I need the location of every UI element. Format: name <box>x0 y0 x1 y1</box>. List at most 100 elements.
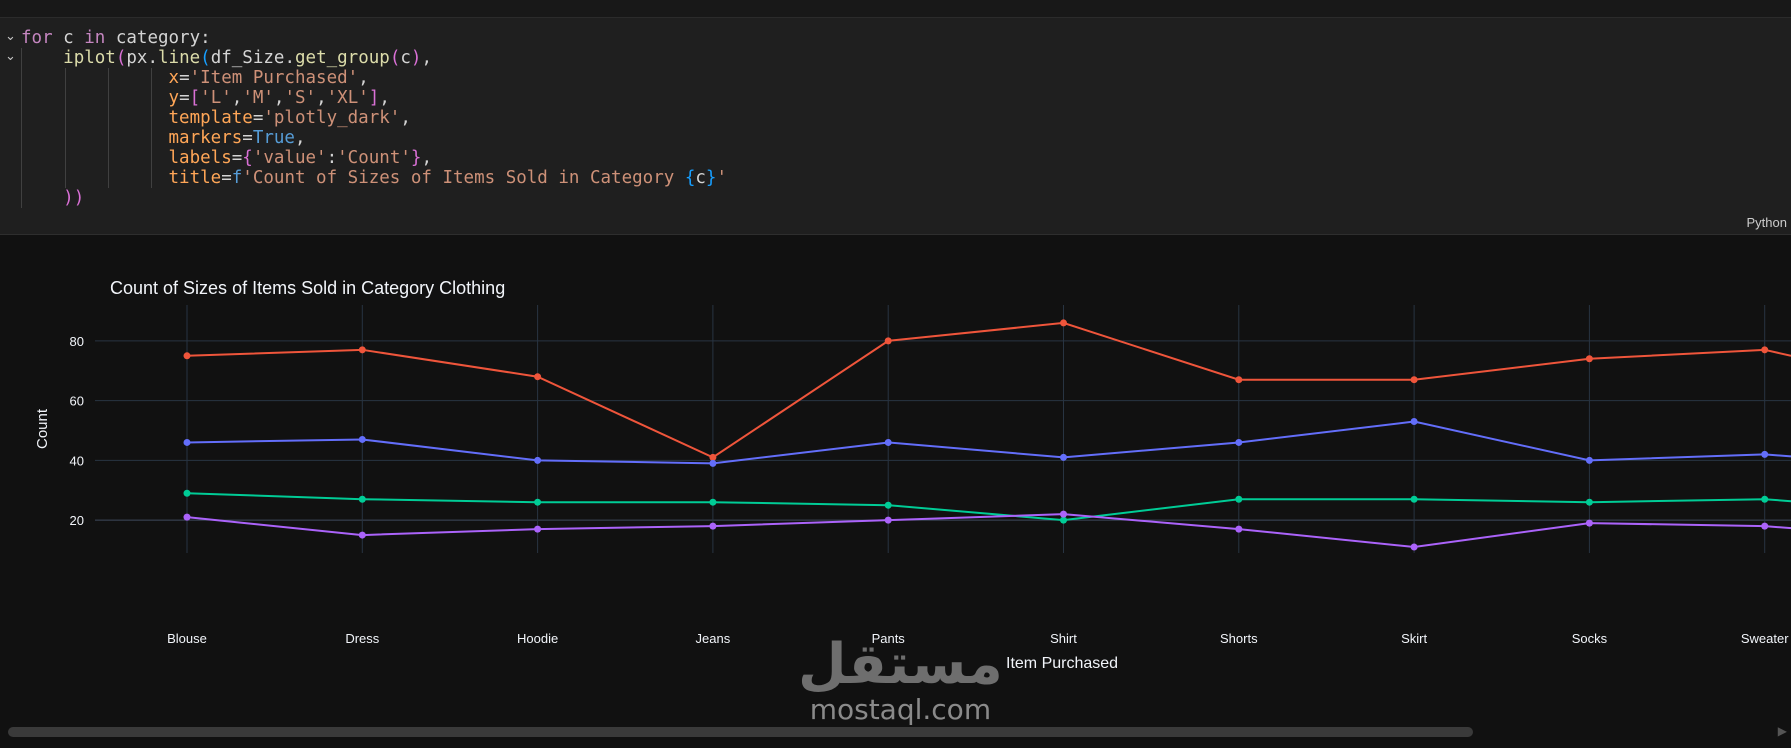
data-point <box>709 453 717 461</box>
chart-series <box>183 319 1791 551</box>
code-token: , <box>273 88 285 108</box>
code-token <box>21 168 169 188</box>
data-point <box>534 373 542 381</box>
series-3 <box>183 510 1791 551</box>
code-token: , <box>421 148 432 168</box>
y-axis-ticks: 20 40 60 80 <box>70 334 84 528</box>
code-line[interactable]: labels={'value':'Count'}, <box>21 148 727 168</box>
code-line[interactable]: iplot(px.line(df_Size.get_group(c), <box>21 48 727 68</box>
x-tick-label: Hoodie <box>517 631 558 646</box>
data-point <box>1410 418 1418 426</box>
y-tick-label: 20 <box>70 513 84 528</box>
code-token: in <box>84 28 106 48</box>
code-line[interactable]: markers=True, <box>21 128 727 148</box>
x-axis-title: Item Purchased <box>1006 655 1119 672</box>
code-line[interactable]: x='Item Purchased', <box>21 68 727 88</box>
code-token: = <box>231 148 243 168</box>
data-point <box>358 346 366 354</box>
data-point <box>884 516 892 524</box>
code-token: 'XL' <box>326 88 369 108</box>
code-token: )) <box>63 188 85 208</box>
code-token: ( <box>389 48 401 68</box>
data-point <box>183 438 191 446</box>
code-token: for <box>21 28 53 48</box>
code-token: , <box>379 88 390 108</box>
code-token: title <box>168 168 222 188</box>
code-line[interactable]: )) <box>21 188 727 208</box>
scroll-right-arrow-icon[interactable]: ▶ <box>1777 724 1787 738</box>
code-token: y <box>168 88 180 108</box>
indent-guide <box>108 68 109 188</box>
series-line <box>186 321 1791 459</box>
data-point <box>884 501 892 509</box>
code-token: , <box>358 68 369 88</box>
data-point <box>1060 319 1067 327</box>
series-line <box>186 513 1791 549</box>
line-chart: 20 40 60 80 Blouse Dress Hoodie Jeans Pants Shir… <box>34 305 1791 646</box>
code-token: : <box>326 148 338 168</box>
code-token <box>21 108 169 128</box>
x-tick-label: Dress <box>345 631 379 646</box>
fold-chevron-icon[interactable]: ⌄ <box>5 29 16 44</box>
series-line <box>186 420 1791 465</box>
data-point <box>183 489 191 497</box>
code-token: , <box>294 128 306 148</box>
code-token: ] <box>368 88 380 108</box>
code-line[interactable]: for c in category: <box>21 28 727 48</box>
data-point <box>358 435 366 443</box>
data-point <box>183 352 191 360</box>
code-token: 'S' <box>284 88 317 108</box>
code-token: 'M' <box>242 88 274 108</box>
data-point <box>1585 498 1593 506</box>
fold-chevron-icon[interactable]: ⌄ <box>5 49 16 64</box>
code-line[interactable]: title=f'Count of Sizes of Items Sold in … <box>21 168 727 188</box>
code-token: labels <box>168 148 232 168</box>
cell-output: 20 40 60 80 Blouse Dress Hoodie Jeans Pants Shir… <box>0 235 1791 748</box>
data-point <box>1235 438 1243 446</box>
data-point <box>1235 376 1243 384</box>
watermark-arabic: مستقل <box>798 632 1003 697</box>
data-point <box>1410 495 1418 503</box>
code-token: c <box>695 168 706 188</box>
code-token: , <box>400 108 411 128</box>
code-token: { <box>684 168 696 188</box>
code-token <box>21 188 63 208</box>
code-token: ( <box>200 48 211 68</box>
code-token: line <box>158 48 201 68</box>
horizontal-scrollbar[interactable] <box>8 727 1473 737</box>
code-line[interactable]: y=['L','M','S','XL'], <box>21 88 727 108</box>
x-axis-ticks: Blouse Dress Hoodie Jeans Pants Shirt Shorts Sk… <box>167 631 1789 646</box>
code-line[interactable]: template='plotly_dark', <box>21 108 727 128</box>
code-token <box>21 88 169 108</box>
x-tick-label: Sweater <box>1741 631 1789 646</box>
code-token: { <box>242 148 253 168</box>
code-token: 'value' <box>252 148 327 168</box>
data-point <box>1585 519 1593 527</box>
data-point <box>709 522 717 530</box>
data-point <box>884 337 892 345</box>
language-label[interactable]: Python <box>1746 215 1787 230</box>
data-point <box>1761 495 1769 503</box>
data-point <box>358 531 366 539</box>
data-point <box>1585 456 1593 464</box>
y-tick-label: 40 <box>70 453 84 468</box>
code-cell[interactable]: ⌄ ⌄ for c in category: iplot(px.line(df_… <box>0 18 1791 235</box>
code-token: = <box>221 168 232 188</box>
code-token: } <box>705 168 717 188</box>
code-editor[interactable]: for c in category: iplot(px.line(df_Size… <box>21 28 727 208</box>
watermark-logo: مستقل mostaql.com <box>798 635 1003 725</box>
code-token: ) <box>410 48 422 68</box>
x-tick-label: Skirt <box>1401 631 1427 646</box>
code-token: 'Count of Sizes of Items Sold in Categor… <box>242 168 685 188</box>
code-token: iplot <box>63 48 116 68</box>
code-token: c <box>400 48 411 68</box>
code-token: template <box>168 108 253 128</box>
data-point <box>1761 450 1769 458</box>
editor-top-strip <box>0 0 1791 18</box>
code-token: = <box>242 128 253 148</box>
y-axis-title: Count <box>34 408 51 449</box>
code-token: , <box>231 88 243 108</box>
code-token: c <box>52 28 85 48</box>
chart-title: Count of Sizes of Items Sold in Category… <box>110 278 506 298</box>
data-point <box>709 498 717 506</box>
